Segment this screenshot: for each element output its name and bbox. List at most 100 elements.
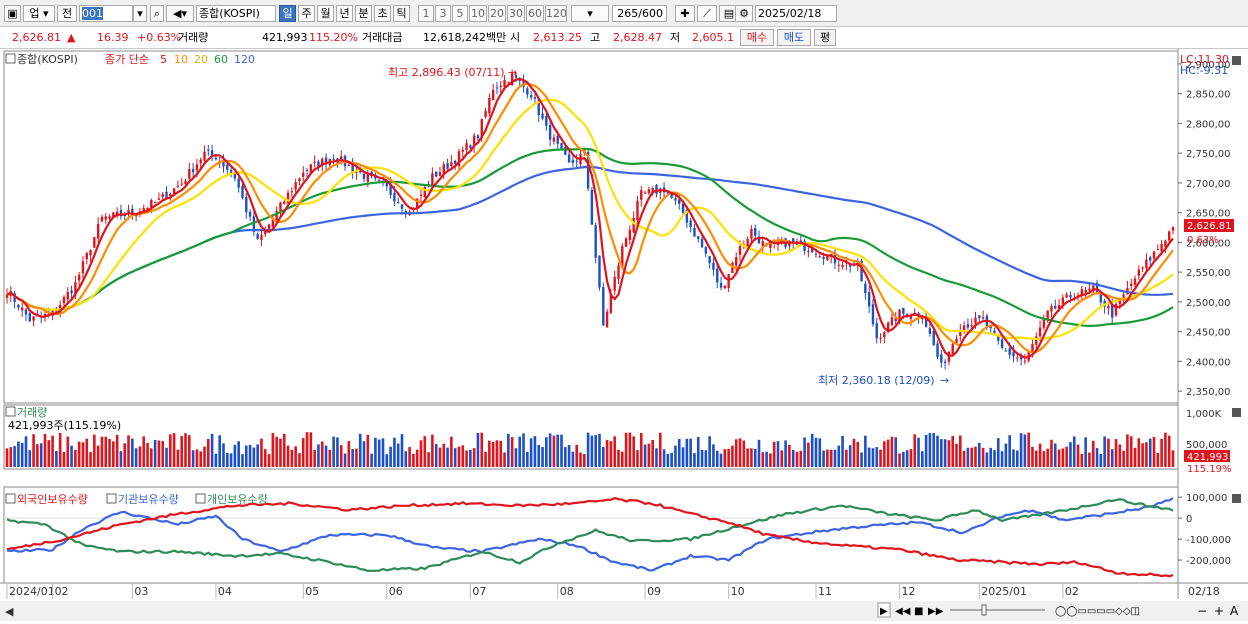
volume-bar	[119, 451, 123, 467]
volume-bar	[1107, 438, 1110, 467]
period-button-5[interactable]: 초	[374, 5, 391, 22]
period-button-2[interactable]: 월	[317, 5, 334, 22]
chart-area[interactable]: 2,900,00 2,850,00 2,800,00 2,750,00 2,700,00…	[0, 49, 1248, 621]
candle-body	[974, 317, 977, 324]
candle-body	[81, 261, 85, 274]
candle-body	[879, 337, 882, 339]
interval-button-10[interactable]: 10	[469, 5, 487, 22]
candle-body	[93, 237, 96, 248]
gear-icon[interactable]: ⚙	[735, 5, 753, 22]
interval-button-20[interactable]: 20	[488, 5, 506, 22]
low-arrow-icon: →	[940, 374, 949, 387]
volume-bar	[928, 433, 932, 467]
period-button-3[interactable]: 년	[336, 5, 353, 22]
candle-body	[55, 311, 58, 313]
candle-body	[723, 285, 727, 289]
volume-bar	[514, 448, 518, 467]
interval-button-5[interactable]: 5	[452, 5, 468, 22]
count-display[interactable]: 265/600	[612, 5, 667, 22]
search-icon[interactable]: ⌕	[150, 5, 164, 22]
candle-body	[867, 292, 871, 307]
volume-bar	[1145, 442, 1148, 467]
window-icon[interactable]: ▣	[4, 5, 21, 22]
interval-button-120[interactable]: 120	[545, 5, 567, 22]
volume-bar	[526, 451, 529, 467]
volume-bar	[883, 441, 886, 467]
volume-bar	[1069, 442, 1072, 467]
code-dropdown-icon[interactable]: ▾	[133, 5, 147, 22]
volume-tick-label: 500,000	[1186, 440, 1227, 451]
candle-body	[1122, 294, 1125, 299]
volume-bar	[966, 447, 970, 467]
period-button-0[interactable]: 일	[279, 5, 296, 22]
volume-bar	[13, 446, 16, 467]
view-icons[interactable]: ◯◯▭▭▭▭◇◇◫	[1055, 606, 1140, 617]
volume-bar	[613, 436, 616, 467]
volume-bar	[347, 441, 351, 467]
rewind-icon[interactable]: ◀◀	[895, 606, 911, 617]
chart-svg[interactable]: 2,900,00 2,850,00 2,800,00 2,750,00 2,700,00…	[0, 49, 1248, 621]
prev-button[interactable]: 전	[57, 5, 77, 22]
candle-body	[89, 250, 92, 256]
candle-body	[191, 169, 195, 173]
candle-body	[1160, 243, 1163, 252]
candle-body	[347, 164, 351, 166]
market-select[interactable]: 업 ▾	[23, 5, 55, 22]
volume-bar	[461, 445, 465, 467]
candle-body	[245, 196, 248, 213]
volume-bar	[404, 451, 408, 467]
candle-body	[362, 173, 366, 179]
code-input[interactable]: 001	[79, 5, 133, 22]
buy-button[interactable]: 매수	[740, 29, 774, 46]
scroll-right-button[interactable]	[877, 602, 891, 618]
period-button-4[interactable]: 분	[355, 5, 372, 22]
candle-body	[1035, 336, 1038, 345]
scroll-left-icon[interactable]: ◀	[5, 605, 14, 618]
period-button-6[interactable]: 틱	[393, 5, 410, 22]
volume-bar	[385, 454, 389, 467]
candle-body	[283, 201, 286, 204]
zoom-in-icon[interactable]: +	[1214, 604, 1224, 618]
tool-icon[interactable]: ⟋	[697, 5, 717, 22]
zoom-out-icon[interactable]: −	[1197, 604, 1207, 618]
forward-icon[interactable]: ▶▶	[928, 606, 944, 617]
volume-bar	[886, 439, 890, 467]
volume-bar	[586, 432, 590, 467]
volume-bar	[412, 453, 415, 467]
text-icon[interactable]: A	[1230, 604, 1239, 618]
volume-bar	[415, 449, 419, 467]
interval-button-3[interactable]: 3	[435, 5, 451, 22]
candle-body	[837, 264, 840, 266]
volume-bar	[263, 449, 267, 467]
interval-button-30[interactable]: 30	[507, 5, 525, 22]
sell-button[interactable]: 매도	[777, 29, 811, 46]
volume-bar	[620, 451, 624, 467]
candle-body	[24, 309, 28, 315]
candle-body	[1016, 357, 1019, 359]
candle-body	[32, 316, 35, 321]
volume-bar	[1042, 451, 1046, 467]
avg-button[interactable]: 평	[814, 29, 836, 46]
scrollbar[interactable]: ◀ ▶ ◀◀ ■ ▶▶ ◯◯▭▭▭▭◇◇◫ − + A	[0, 601, 1248, 621]
volume-bar	[924, 434, 928, 467]
zoom-slider[interactable]	[981, 604, 987, 616]
candle-body	[886, 322, 890, 331]
stop-icon[interactable]: ■	[914, 606, 923, 617]
period-button-1[interactable]: 주	[298, 5, 315, 22]
interval-button-1[interactable]: 1	[418, 5, 434, 22]
volume-bar	[943, 439, 947, 467]
date-input[interactable]: 2025/02/18	[755, 5, 837, 22]
crosshair-icon[interactable]: ✚	[675, 5, 695, 22]
candle-body	[951, 344, 954, 355]
volume-bar	[313, 450, 316, 467]
candle-body	[313, 161, 316, 163]
volume-bar	[647, 443, 651, 467]
candle-body	[628, 229, 632, 241]
speaker-icon[interactable]: ◀▾	[166, 5, 194, 22]
range-dropdown[interactable]: ▾	[571, 5, 609, 22]
candle-body	[970, 325, 973, 327]
interval-button-60[interactable]: 60	[526, 5, 544, 22]
volume-bar	[123, 443, 127, 467]
volume-bar	[1015, 450, 1019, 467]
scroll-right-icon[interactable]: ▶	[880, 606, 888, 617]
